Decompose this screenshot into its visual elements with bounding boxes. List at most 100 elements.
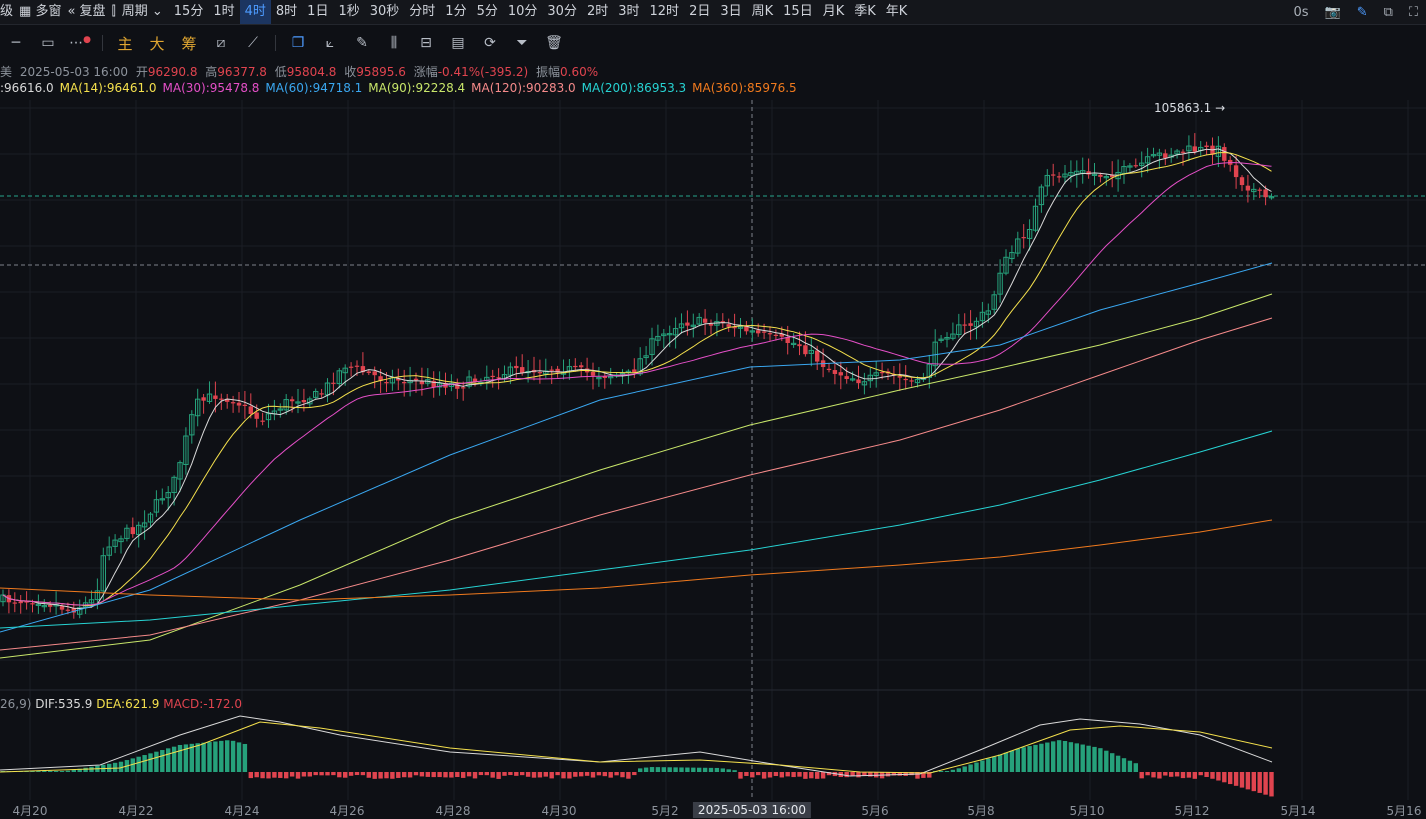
macd-bar bbox=[626, 772, 631, 779]
magnet-icon[interactable]: ⟳ bbox=[484, 35, 496, 51]
candle-body bbox=[112, 539, 118, 547]
timeframe-11[interactable]: 30分 bbox=[547, 4, 577, 19]
timeframe-9[interactable]: 5分 bbox=[476, 4, 498, 19]
candle-body bbox=[496, 377, 501, 379]
timeframe-3[interactable]: 8时 bbox=[275, 4, 298, 19]
macd-bar bbox=[1210, 772, 1215, 779]
macd-bar bbox=[744, 772, 749, 776]
candle-body bbox=[985, 310, 991, 315]
macd-legend: 26,9) DIF:535.9 DEA:621.9 MACD:-172.0 bbox=[0, 697, 242, 711]
x-axis-label: 5月12 bbox=[1174, 804, 1210, 818]
candle-body bbox=[455, 384, 460, 389]
draw-tool-icon[interactable]: ⟋ bbox=[248, 35, 258, 51]
macd-bar bbox=[478, 772, 484, 776]
macd-bar bbox=[154, 751, 159, 772]
timeframe-0[interactable]: 15分 bbox=[173, 4, 204, 19]
ma-line bbox=[2, 148, 1272, 610]
ruler-icon[interactable]: ⟀ bbox=[325, 35, 335, 51]
timeframe-15[interactable]: 2日 bbox=[689, 4, 711, 19]
big-indicator-button[interactable]: 大 bbox=[149, 34, 165, 53]
more-dots-icon[interactable]: ⋯● bbox=[69, 35, 91, 51]
candle-body bbox=[295, 401, 301, 404]
bars-icon[interactable]: ⫼ bbox=[390, 35, 398, 51]
macd-bar bbox=[997, 754, 1003, 772]
candle-body bbox=[1015, 238, 1021, 254]
candlestick-icon: ⫿ bbox=[111, 4, 116, 19]
lock-icon[interactable]: ⊟ bbox=[420, 35, 432, 51]
macd-bar bbox=[986, 758, 991, 772]
macd-bar bbox=[307, 772, 312, 777]
period-menu[interactable]: 周期 ⌄ bbox=[122, 0, 169, 24]
macd-bar bbox=[1192, 772, 1197, 779]
candle-body bbox=[832, 370, 838, 374]
compare-icon[interactable]: ⧄ bbox=[216, 35, 226, 51]
candle-body bbox=[608, 375, 614, 379]
candle-body bbox=[879, 371, 885, 374]
candle-body bbox=[319, 393, 324, 395]
amp-label: 振幅 bbox=[536, 65, 561, 79]
draw-pen-icon[interactable]: ✎ bbox=[1356, 4, 1368, 20]
macd-bar bbox=[561, 772, 566, 779]
macd-bar bbox=[708, 767, 714, 772]
macd-bar bbox=[449, 772, 454, 778]
horizontal-line-icon[interactable]: ─ bbox=[11, 35, 21, 51]
timeframe-1[interactable]: 1时 bbox=[213, 4, 235, 19]
timeframe-8[interactable]: 1分 bbox=[445, 4, 467, 19]
chip-indicator-button[interactable]: 筹 bbox=[181, 34, 197, 53]
candle-body bbox=[672, 328, 679, 336]
replay-button[interactable]: « 复盘 bbox=[67, 0, 111, 24]
candle-body bbox=[655, 335, 661, 341]
macd-bar bbox=[1139, 772, 1144, 779]
macd-bar bbox=[514, 772, 519, 776]
timeframe-2[interactable]: 4时 bbox=[239, 0, 271, 24]
macd-bar bbox=[301, 772, 307, 777]
timeframe-17[interactable]: 周K bbox=[751, 4, 774, 19]
timeframe-20[interactable]: 季K bbox=[854, 4, 876, 19]
note-icon[interactable]: ▤ bbox=[451, 35, 465, 51]
macd-bar bbox=[679, 767, 684, 772]
timeframe-13[interactable]: 3时 bbox=[618, 4, 640, 19]
timeframe-7[interactable]: 分时 bbox=[409, 4, 436, 19]
timeframe-19[interactable]: 月K bbox=[822, 4, 845, 19]
timeframe-18[interactable]: 15日 bbox=[783, 4, 813, 19]
timeframe-4[interactable]: 1日 bbox=[307, 4, 329, 19]
rectangle-icon[interactable]: ▭ bbox=[41, 35, 55, 51]
macd-bar bbox=[189, 743, 194, 772]
macd-bar bbox=[1027, 746, 1032, 772]
macd-bar bbox=[289, 772, 295, 777]
trash-icon[interactable]: 🗑 bbox=[545, 35, 563, 51]
timeframe-21[interactable]: 年K bbox=[885, 4, 908, 19]
macd-bar bbox=[1204, 772, 1209, 777]
timeframe-14[interactable]: 12时 bbox=[649, 4, 680, 19]
timeframe-10[interactable]: 10分 bbox=[507, 4, 538, 19]
chart-type-button[interactable]: ⫿ bbox=[112, 0, 122, 24]
candle-body bbox=[35, 603, 42, 606]
fullscreen-icon[interactable]: ⛶ bbox=[1408, 4, 1418, 20]
candle-body bbox=[254, 412, 259, 419]
level-menu[interactable]: 级 bbox=[0, 0, 19, 24]
macd-bar bbox=[1115, 755, 1121, 772]
timeframe-16[interactable]: 3日 bbox=[720, 4, 742, 19]
camera-icon[interactable]: 📷 bbox=[1324, 4, 1341, 20]
pen-icon[interactable]: ✎ bbox=[356, 35, 368, 51]
candle-body bbox=[838, 372, 843, 376]
timeframe-6[interactable]: 30秒 bbox=[369, 4, 400, 19]
ma-line bbox=[0, 293, 1273, 659]
drawing-toolbar: ─ ▭ ⋯● 主 大 筹 ⧄ ⟋ ❐ ⟀ ✎ ⫼ ⊟ ▤ ⟳ ⏷ 🗑 bbox=[0, 30, 570, 56]
candle-body bbox=[549, 369, 554, 371]
filter-icon[interactable]: ⏷ bbox=[516, 35, 528, 51]
candle-body bbox=[507, 366, 514, 376]
multi-window-button[interactable]: ▦ 多窗 bbox=[19, 0, 67, 24]
timeframe-5[interactable]: 1秒 bbox=[338, 4, 360, 19]
candle-body bbox=[1263, 189, 1268, 198]
timeframe-12[interactable]: 2时 bbox=[586, 4, 609, 19]
macd-bar bbox=[295, 772, 301, 779]
macd-bar bbox=[803, 772, 808, 779]
main-indicator-button[interactable]: 主 bbox=[117, 34, 133, 53]
expand-icon[interactable]: ⧉ bbox=[1383, 4, 1393, 20]
macd-bar bbox=[537, 772, 543, 778]
macd-bar bbox=[313, 772, 318, 776]
candle-body bbox=[219, 398, 224, 400]
copy-icon[interactable]: ❐ bbox=[291, 35, 305, 51]
